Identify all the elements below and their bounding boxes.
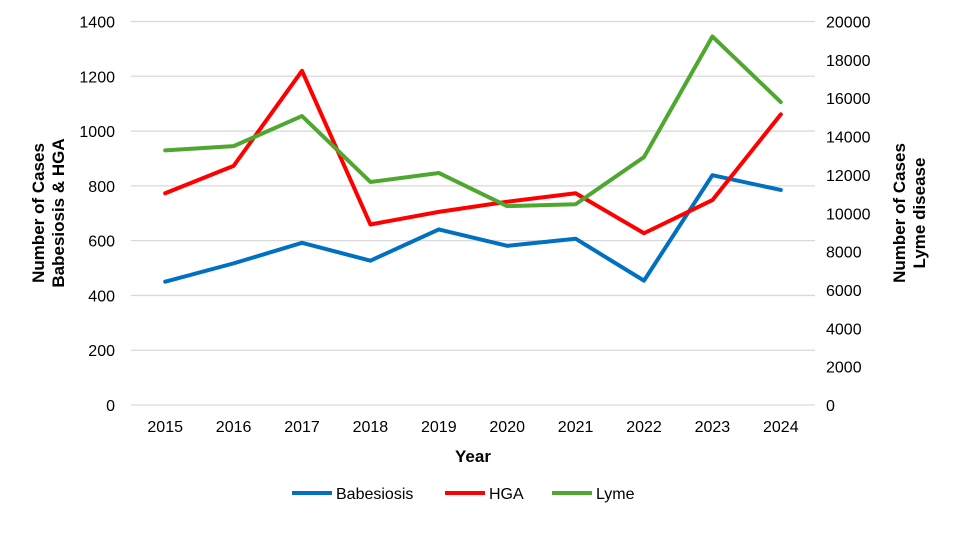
y2-tick-label: 16000 [826, 91, 871, 108]
x-tick-label: 2020 [489, 419, 525, 436]
x-tick-label: 2024 [763, 419, 799, 436]
x-axis-title: Year [455, 447, 491, 466]
x-tick-label: 2015 [147, 419, 183, 436]
y-tick-label: 800 [88, 179, 115, 196]
x-tick-label: 2021 [558, 419, 594, 436]
left-axis-ticks: 0 200 400 600 800 1000 1200 1400 [79, 15, 115, 416]
x-axis-ticks: 2015 2016 2017 2018 2019 2020 2021 2022 2023 2024 [147, 419, 798, 436]
right-axis-title: Number of Cases Lyme disease [890, 143, 929, 283]
x-tick-label: 2022 [626, 419, 662, 436]
y2-tick-label: 12000 [826, 168, 871, 185]
y-tick-label: 200 [88, 343, 115, 360]
legend: Babesiosis HGA Lyme [292, 486, 635, 503]
left-axis-title-line2: Babesiosis & HGA [49, 138, 68, 287]
series-line-lyme [165, 36, 781, 206]
right-axis-ticks: 0 2000 4000 6000 8000 10000 12000 14000 16000 180… [826, 15, 871, 416]
y-tick-label: 1400 [79, 15, 115, 32]
y-tick-label: 1000 [79, 124, 115, 141]
y2-tick-label: 4000 [826, 321, 862, 338]
y2-tick-label: 6000 [826, 283, 862, 300]
y2-tick-label: 18000 [826, 53, 871, 70]
y2-tick-label: 14000 [826, 130, 871, 147]
y-tick-label: 0 [106, 398, 115, 415]
y2-tick-label: 10000 [826, 206, 871, 223]
y2-tick-label: 20000 [826, 15, 871, 32]
left-axis-title: Number of Cases Babesiosis & HGA [29, 138, 68, 287]
y-tick-label: 400 [88, 288, 115, 305]
y2-tick-label: 2000 [826, 360, 862, 377]
y-tick-label: 1200 [79, 69, 115, 86]
x-tick-label: 2023 [695, 419, 731, 436]
legend-label-lyme: Lyme [596, 486, 635, 503]
x-tick-label: 2017 [284, 419, 320, 436]
y2-tick-label: 8000 [826, 245, 862, 262]
y-tick-label: 600 [88, 234, 115, 251]
series-lines [165, 36, 781, 281]
legend-label-hga: HGA [489, 486, 524, 503]
right-axis-title-line1: Number of Cases [890, 143, 909, 283]
y2-tick-label: 0 [826, 398, 835, 415]
x-tick-label: 2016 [216, 419, 252, 436]
legend-label-babesiosis: Babesiosis [336, 486, 413, 503]
x-tick-label: 2018 [353, 419, 389, 436]
gridlines [131, 22, 815, 406]
x-tick-label: 2019 [421, 419, 457, 436]
left-axis-title-line1: Number of Cases [29, 143, 48, 283]
right-axis-title-line2: Lyme disease [910, 158, 929, 269]
